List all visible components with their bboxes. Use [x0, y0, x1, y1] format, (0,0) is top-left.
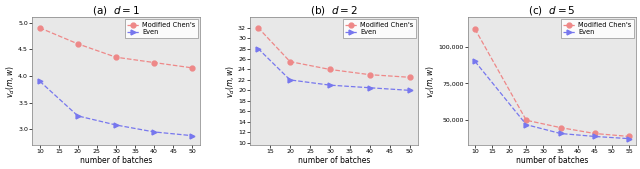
Modified Chen's	[591, 132, 598, 135]
Legend: Modified Chen's, Even: Modified Chen's, Even	[561, 19, 634, 38]
Even	[591, 135, 598, 137]
Modified Chen's	[74, 43, 82, 45]
Line: Even: Even	[472, 59, 632, 141]
Even	[188, 135, 196, 137]
Line: Modified Chen's: Modified Chen's	[37, 25, 195, 70]
Modified Chen's	[254, 27, 262, 29]
Title: (c)  $d = 5$: (c) $d = 5$	[528, 4, 576, 17]
Modified Chen's	[326, 68, 334, 70]
Even	[36, 80, 44, 82]
Modified Chen's	[150, 62, 158, 64]
Y-axis label: $v_d(m, w)$: $v_d(m, w)$	[224, 65, 237, 98]
Even	[625, 138, 633, 140]
Even	[522, 124, 530, 126]
Line: Even: Even	[37, 79, 195, 138]
Modified Chen's	[36, 27, 44, 29]
X-axis label: number of batches: number of batches	[516, 156, 588, 165]
Even	[112, 124, 120, 126]
Modified Chen's	[522, 119, 530, 121]
Even	[366, 87, 374, 89]
Modified Chen's	[188, 67, 196, 69]
Even	[471, 60, 479, 62]
X-axis label: number of batches: number of batches	[80, 156, 152, 165]
Modified Chen's	[366, 74, 374, 76]
Title: (a)  $d = 1$: (a) $d = 1$	[92, 4, 140, 17]
Legend: Modified Chen's, Even: Modified Chen's, Even	[342, 19, 416, 38]
Even	[406, 89, 413, 91]
Title: (b)  $d = 2$: (b) $d = 2$	[310, 4, 358, 17]
Line: Even: Even	[255, 46, 412, 93]
Even	[557, 132, 564, 135]
Even	[326, 84, 334, 86]
Line: Modified Chen's: Modified Chen's	[472, 27, 632, 139]
Y-axis label: $v_d(m, w)$: $v_d(m, w)$	[4, 65, 17, 98]
Modified Chen's	[112, 56, 120, 58]
X-axis label: number of batches: number of batches	[298, 156, 370, 165]
Line: Modified Chen's: Modified Chen's	[255, 25, 412, 80]
Modified Chen's	[286, 61, 294, 63]
Modified Chen's	[557, 127, 564, 129]
Legend: Modified Chen's, Even: Modified Chen's, Even	[125, 19, 198, 38]
Even	[150, 131, 158, 133]
Even	[286, 79, 294, 81]
Y-axis label: $v_d(m, w)$: $v_d(m, w)$	[425, 65, 437, 98]
Even	[254, 47, 262, 50]
Modified Chen's	[625, 135, 633, 137]
Modified Chen's	[406, 76, 413, 78]
Modified Chen's	[471, 28, 479, 30]
Even	[74, 115, 82, 117]
